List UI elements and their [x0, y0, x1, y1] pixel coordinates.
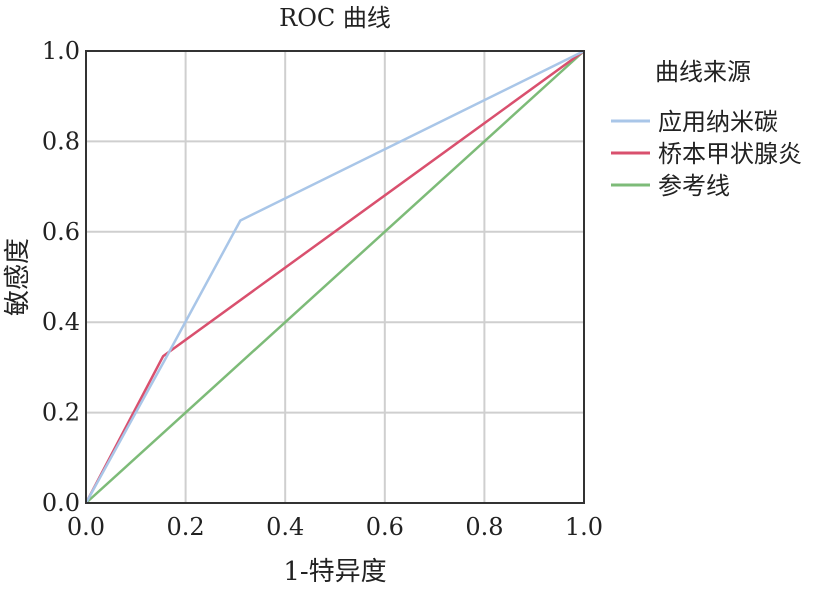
y-tick-label: 1.0 [42, 37, 80, 65]
legend-title: 曲线来源 [655, 58, 751, 86]
x-axis-ticks: 0.0 0.2 0.4 0.6 0.8 1.0 [67, 513, 603, 541]
series-line [85, 50, 585, 504]
x-tick-label: 0.8 [465, 513, 503, 541]
y-tick-label: 0.2 [42, 399, 80, 427]
series-lines [84, 49, 585, 504]
y-tick-label: 0.0 [42, 489, 80, 517]
y-tick-label: 0.8 [42, 127, 80, 155]
chart-title: ROC 曲线 [279, 4, 391, 32]
y-axis-label: 敏感度 [3, 238, 33, 316]
y-tick-label: 0.6 [42, 218, 80, 246]
x-axis-label: 1-特异度 [283, 557, 386, 587]
plot-frame [85, 50, 585, 504]
x-tick-label: 1.0 [565, 513, 603, 541]
x-tick-label: 0.4 [266, 513, 304, 541]
x-tick-label: 0.0 [67, 513, 105, 541]
x-tick-label: 0.6 [366, 513, 404, 541]
x-tick-label: 0.2 [167, 513, 205, 541]
y-axis-ticks: 0.0 0.2 0.4 0.6 0.8 1.0 [42, 37, 80, 517]
legend-item-label: 应用纳米碳 [658, 108, 778, 136]
legend-item-label: 参考线 [658, 172, 730, 200]
series-line [84, 49, 585, 504]
legend-item-label: 桥本甲状腺炎 [658, 140, 802, 168]
y-tick-label: 0.4 [42, 308, 80, 336]
